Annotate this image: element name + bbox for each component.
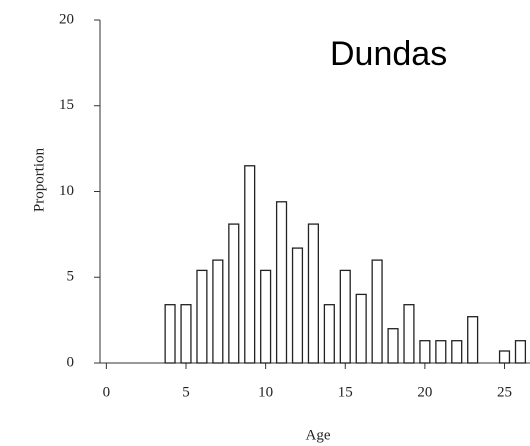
bar — [307, 223, 319, 364]
x-tick-label: 20 — [417, 384, 432, 400]
y-tick-label: 5 — [67, 269, 75, 285]
bar — [371, 259, 383, 364]
annotation: Dundas — [330, 35, 447, 73]
bar — [323, 304, 335, 364]
y-tick-label: 10 — [59, 183, 74, 199]
bar — [228, 223, 240, 364]
y-axis-label: Proportion — [31, 147, 47, 212]
bar — [467, 316, 479, 364]
x-tick-label: 5 — [182, 384, 190, 400]
x-tick-label: 25 — [497, 384, 512, 400]
y-tick-label: 20 — [59, 11, 74, 27]
bar — [514, 340, 527, 364]
bar — [355, 293, 367, 364]
bar — [180, 304, 192, 364]
bar — [260, 269, 272, 364]
bar — [498, 350, 511, 364]
bar — [212, 259, 224, 364]
bar — [387, 328, 399, 364]
bar — [291, 247, 304, 364]
x-tick-label: 15 — [338, 384, 353, 400]
x-tick-label: 10 — [258, 384, 273, 400]
y-tick-label: 0 — [67, 354, 75, 370]
bar — [419, 340, 431, 364]
bar — [451, 340, 463, 364]
bar — [244, 165, 256, 364]
x-tick-label: 0 — [103, 384, 111, 400]
y-tick-label: 15 — [59, 97, 74, 113]
x-axis-label: Age — [306, 427, 331, 443]
bar — [196, 269, 208, 364]
bar — [339, 269, 351, 364]
bar — [435, 340, 447, 364]
bar — [164, 304, 176, 364]
bar — [403, 304, 415, 364]
bar — [275, 201, 288, 364]
